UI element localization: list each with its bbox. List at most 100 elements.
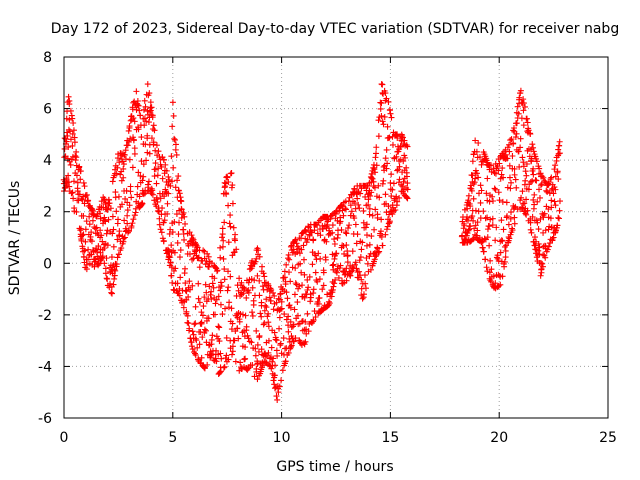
data-point — [521, 103, 528, 110]
data-point — [66, 116, 73, 123]
data-point — [384, 123, 391, 130]
data-point — [114, 254, 121, 261]
data-point — [520, 159, 527, 166]
data-point — [283, 261, 290, 268]
data-point — [552, 202, 559, 209]
data-point — [533, 158, 540, 165]
data-point — [277, 306, 284, 313]
data-point — [498, 217, 505, 224]
data-point — [295, 285, 302, 292]
data-point — [222, 305, 229, 312]
data-point — [372, 154, 379, 161]
y-tick-label: 4 — [43, 153, 52, 169]
data-point — [537, 182, 544, 189]
data-point — [152, 147, 159, 154]
data-point — [289, 264, 296, 271]
data-point — [135, 126, 142, 133]
data-point — [530, 196, 537, 203]
data-point — [403, 194, 410, 201]
data-point — [270, 289, 276, 296]
data-point — [170, 286, 177, 293]
data-point — [329, 222, 336, 229]
data-point — [140, 191, 147, 198]
data-point — [199, 312, 206, 319]
data-point — [80, 231, 87, 238]
data-point — [140, 161, 147, 168]
data-point — [185, 293, 192, 300]
data-point — [473, 170, 480, 177]
data-point — [221, 276, 228, 283]
data-point — [173, 211, 180, 218]
data-point — [388, 114, 395, 121]
data-point — [357, 254, 364, 261]
data-point — [402, 154, 409, 161]
data-point — [166, 230, 173, 237]
data-point — [193, 337, 200, 344]
data-point — [149, 112, 156, 119]
data-point — [467, 222, 474, 229]
data-point — [501, 258, 508, 265]
data-point — [255, 348, 262, 355]
data-point — [492, 170, 499, 177]
data-point — [358, 246, 365, 253]
data-point — [283, 316, 290, 323]
data-point — [400, 178, 407, 185]
data-point — [520, 107, 527, 114]
data-point — [157, 195, 164, 202]
data-point — [324, 291, 331, 298]
data-point — [189, 346, 196, 353]
x-tick-labels: 0 5 10 15 20 25 — [60, 430, 617, 446]
data-point — [292, 236, 299, 243]
data-point — [185, 320, 192, 327]
data-point — [126, 202, 133, 209]
y-tick-label: -6 — [38, 411, 52, 427]
data-point — [497, 281, 504, 288]
data-point — [325, 225, 332, 232]
data-point — [116, 231, 123, 238]
data-point — [189, 328, 196, 335]
data-point — [364, 260, 371, 267]
data-point — [531, 201, 538, 208]
data-point — [86, 221, 93, 228]
data-point — [486, 223, 493, 230]
data-point — [121, 217, 128, 224]
data-point — [156, 221, 163, 228]
data-point — [257, 310, 264, 317]
data-point — [508, 136, 515, 143]
data-point — [524, 207, 531, 214]
data-point — [226, 220, 233, 227]
data-point — [196, 299, 203, 306]
data-point — [145, 119, 152, 126]
data-point — [227, 170, 234, 177]
data-point — [316, 294, 323, 301]
data-point — [389, 211, 396, 218]
data-point — [162, 161, 169, 168]
data-point — [133, 106, 140, 113]
data-point — [115, 193, 122, 200]
data-point — [476, 154, 483, 161]
data-point — [531, 191, 538, 198]
data-point — [495, 189, 502, 196]
data-point — [237, 359, 244, 366]
data-point — [368, 233, 375, 240]
data-point — [215, 323, 222, 330]
data-point — [145, 178, 152, 185]
data-point — [556, 198, 563, 205]
data-point — [520, 96, 527, 103]
data-point — [290, 246, 297, 253]
data-point — [245, 279, 252, 286]
data-point — [378, 216, 385, 223]
data-point — [506, 235, 513, 242]
data-point — [261, 307, 268, 314]
data-point — [131, 150, 138, 157]
data-point — [113, 208, 120, 215]
data-point — [190, 331, 197, 338]
data-point — [401, 137, 408, 144]
data-point — [332, 208, 339, 215]
data-point — [536, 251, 543, 258]
data-point — [301, 271, 308, 278]
data-point — [251, 277, 258, 284]
data-point — [530, 144, 537, 151]
data-point — [236, 275, 243, 282]
data-point — [483, 264, 490, 271]
